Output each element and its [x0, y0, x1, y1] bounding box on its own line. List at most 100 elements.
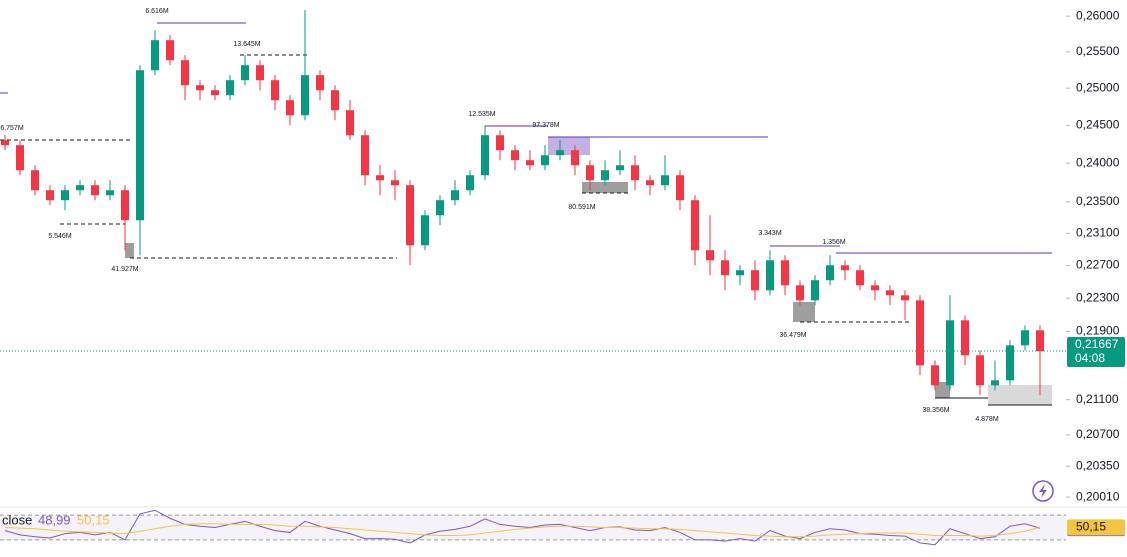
candle-body — [211, 90, 219, 96]
candle-body — [376, 175, 384, 181]
candle-body — [451, 190, 459, 201]
candle-body — [796, 285, 804, 301]
candle-body — [1021, 330, 1029, 346]
zone-box — [582, 182, 628, 193]
candle-body — [1036, 330, 1044, 351]
candle-body — [511, 150, 519, 161]
candle-body — [781, 260, 789, 286]
candle-body — [991, 380, 999, 386]
candle-body — [301, 75, 309, 116]
candle-body — [841, 265, 849, 271]
candle-body — [316, 75, 324, 91]
candle-body — [706, 250, 714, 261]
zone-box — [935, 382, 950, 398]
candle-body — [946, 320, 954, 386]
rsi-legend-name: close — [2, 512, 32, 527]
y-tick-label: 0,20010 — [1076, 489, 1120, 503]
y-tick-label: 0,20700 — [1076, 427, 1120, 441]
candle-body — [571, 150, 579, 166]
volume-annotation: 5.546M — [48, 233, 72, 240]
volume-annotation: 4.878M — [975, 416, 999, 423]
candle-body — [361, 135, 369, 176]
volume-annotation: 6.616M — [145, 8, 169, 15]
candle-body — [196, 85, 204, 91]
candle-body — [766, 260, 774, 291]
candle-body — [856, 270, 864, 286]
zone-box — [793, 302, 815, 322]
candle-body — [961, 320, 969, 356]
candle-body — [586, 165, 594, 181]
candle-body — [616, 165, 624, 171]
volume-annotation: 12.535M — [468, 111, 495, 118]
y-tick-label: 0,24000 — [1076, 155, 1120, 169]
drawings — [0, 22, 1127, 508]
candle-body — [556, 150, 564, 156]
candle-body — [286, 100, 294, 116]
candle-body — [91, 185, 99, 196]
candle-body — [601, 170, 609, 181]
candle-body — [631, 165, 639, 181]
y-tick-label: 0,23100 — [1076, 226, 1120, 240]
alert-icon[interactable] — [1032, 480, 1054, 502]
volume-annotation: 6.757M — [0, 125, 24, 132]
volume-annotation: 41.927M — [111, 266, 138, 273]
candle-body — [331, 90, 339, 111]
volume-annotation: 36.479M — [779, 332, 806, 339]
candle-body — [436, 200, 444, 216]
candle-body — [1, 140, 9, 146]
y-tick-label: 0,20350 — [1076, 458, 1120, 472]
candle-body — [76, 185, 84, 191]
y-tick-label: 0,21900 — [1076, 324, 1120, 338]
candle-body — [676, 175, 684, 201]
candle-body — [916, 300, 924, 366]
candle-body — [646, 180, 654, 186]
y-tick-label: 0,25500 — [1076, 44, 1120, 58]
zone-box — [548, 137, 590, 155]
volume-annotation: 13.645M — [233, 41, 260, 48]
price-countdown: 04:08 — [1075, 351, 1105, 365]
candle-body — [61, 190, 69, 201]
candle-body — [136, 70, 144, 221]
candle-body — [166, 40, 174, 61]
candle-body — [931, 365, 939, 386]
rsi-line — [4, 523, 1041, 538]
candle-body — [691, 200, 699, 251]
candle-body — [496, 135, 504, 151]
candle-body — [871, 285, 879, 291]
candle-body — [886, 290, 894, 296]
candle-body — [661, 175, 669, 186]
candle-body — [721, 260, 729, 276]
candle-body — [541, 155, 549, 166]
price-badge-value: 0,21667 — [1075, 337, 1119, 351]
y-tick-label: 0,23500 — [1076, 194, 1120, 208]
candle-body — [181, 60, 189, 86]
y-tick-label: 0,21100 — [1076, 392, 1119, 406]
candle-body — [31, 170, 39, 191]
candle-body — [241, 65, 249, 81]
candle-body — [346, 110, 354, 136]
price-badge — [1067, 336, 1125, 367]
candle-body — [121, 190, 129, 221]
candle-body — [16, 145, 24, 171]
candle-body — [976, 355, 984, 386]
candle-body — [481, 135, 489, 176]
candle-body — [226, 80, 234, 96]
candle-body — [46, 190, 54, 201]
y-tick-label: 0,22700 — [1076, 258, 1120, 272]
candle-body — [256, 65, 264, 81]
rsi-legend-value: 48,99 — [38, 512, 71, 527]
y-tick-label: 0,26000 — [1076, 8, 1120, 22]
y-tick-label: 0,24500 — [1076, 117, 1120, 131]
volume-annotation: 38.356M — [922, 407, 949, 414]
rsi-badge-label: 50,15 — [1076, 520, 1106, 534]
zone-box — [125, 243, 134, 258]
candle-body — [271, 80, 279, 101]
candle-body — [901, 295, 909, 301]
candle-body — [751, 270, 759, 291]
rsi-legend-value: 50,15 — [77, 512, 110, 527]
volume-annotation: 80.591M — [568, 204, 595, 211]
candle-body — [421, 215, 429, 246]
candle-body — [106, 190, 114, 196]
